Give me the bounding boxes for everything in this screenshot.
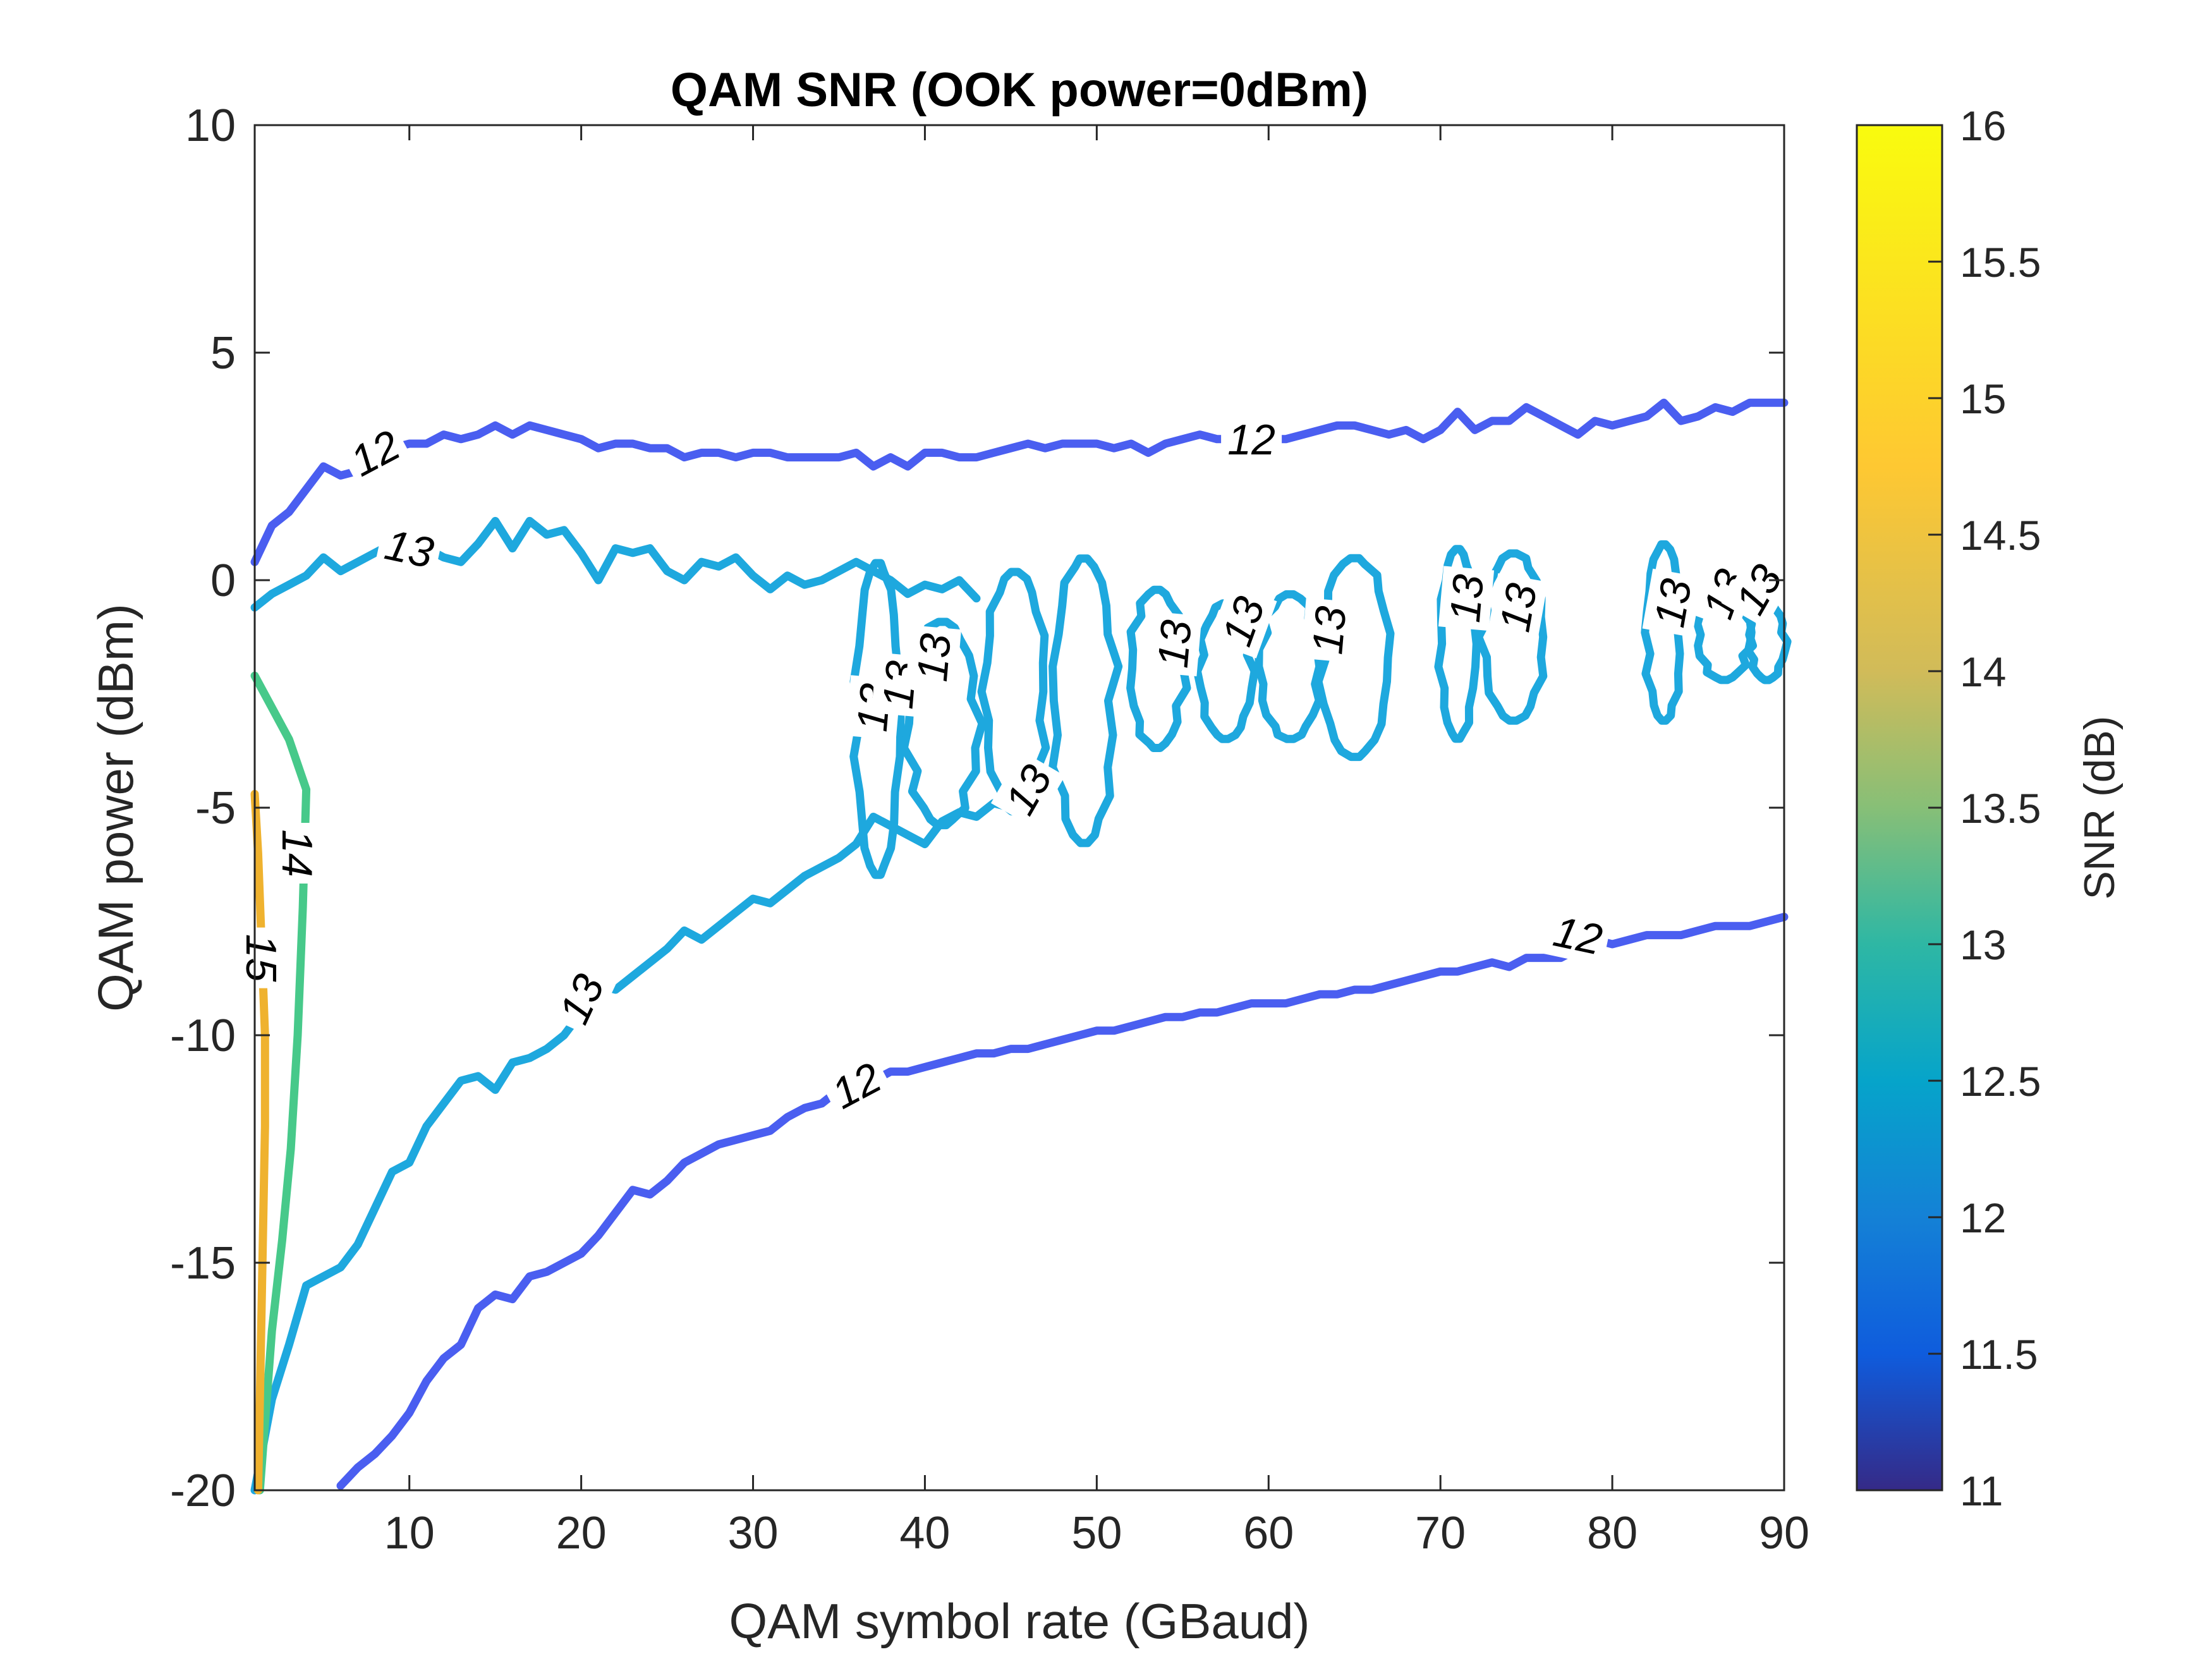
- chart-title: QAM SNR (OOK power=0dBm): [671, 63, 1368, 117]
- contour-label-gap: [1487, 573, 1548, 642]
- colorbar-ticks: 11 11.5 12 12.5 13 13.5 14 14.5 15 15.5 16: [1928, 102, 2041, 1514]
- contour-label-gap: [272, 823, 323, 884]
- contour-label-gap: [817, 1048, 895, 1122]
- colorbar-tick-label: 11: [1960, 1468, 2003, 1514]
- colorbar-tick-label: 12.5: [1960, 1058, 2041, 1105]
- contour-line-14-4: [250, 671, 311, 1495]
- plot-area: 1212121213131415131313131313131313131313…: [170, 100, 1809, 1559]
- contour-island-13-8: [1434, 545, 1481, 743]
- colorbar: 11 11.5 12 12.5 13 13.5 14 14.5 15 15.5 16 SNR (dB…: [1856, 102, 2124, 1514]
- contour-label-12: 13: [1146, 611, 1202, 677]
- contour-label-14: 13: [1301, 597, 1357, 663]
- contour-label-gap: [545, 960, 617, 1037]
- contour-label-gap: [1146, 611, 1202, 677]
- contour-label-gap: [336, 416, 414, 490]
- y-axis-ticks: -20 -15 -10 -5 0 5 10: [170, 100, 1784, 1516]
- contour-label-text: 13: [1149, 618, 1201, 670]
- contour-label-text: 12: [1550, 908, 1607, 964]
- contour-line-15-5: [250, 789, 269, 1495]
- contour-island-13-4: [1126, 585, 1191, 752]
- contour-labels: 1212121213131415131313131313131313131313: [236, 413, 1796, 1122]
- contour-label-gap: [1301, 597, 1357, 663]
- colorbar-tick-label: 15: [1960, 375, 2006, 422]
- contour-label-gap: [990, 750, 1066, 829]
- y-tick-label: -15: [170, 1238, 236, 1289]
- colorbar-tick-label: 13: [1960, 921, 2006, 968]
- contour-label-gap: [374, 517, 444, 580]
- y-tick-label: 10: [185, 100, 236, 151]
- contour-label-2: 12: [1543, 904, 1613, 966]
- x-tick-label: 30: [727, 1508, 778, 1559]
- contour-label-gap: [236, 927, 287, 988]
- y-tick-label: -5: [195, 783, 236, 834]
- y-tick-label: -10: [170, 1011, 236, 1061]
- contour-label-gap: [1642, 568, 1703, 638]
- x-tick-label: 20: [556, 1508, 607, 1559]
- x-axis-label: QAM symbol rate (GBaud): [729, 1593, 1310, 1649]
- colorbar-label: SNR (dB): [2075, 716, 2124, 900]
- contour-island-13-3: [1048, 554, 1123, 848]
- x-tick-label: 80: [1587, 1508, 1638, 1559]
- contour-label-text: 15: [237, 934, 285, 982]
- contour-line-12-0: [250, 398, 1789, 566]
- y-tick-label: 0: [210, 556, 236, 606]
- y-tick-label: 5: [210, 328, 236, 379]
- contour-label-7: 15: [236, 927, 287, 988]
- contour-label-text: 13: [1490, 580, 1546, 635]
- contour-label-text: 14: [273, 829, 321, 877]
- contour-label-17: 13: [1642, 568, 1703, 638]
- x-tick-label: 40: [899, 1508, 950, 1559]
- contour-label-1: 12: [1221, 413, 1282, 465]
- y-tick-label: -20: [170, 1466, 236, 1516]
- x-axis-ticks: 10 20 30 40 50 60 70 80 90: [384, 125, 1809, 1559]
- colorbar-tick-label: 15.5: [1960, 239, 2041, 286]
- x-tick-label: 90: [1759, 1508, 1809, 1559]
- contour-label-10: 13: [905, 625, 962, 690]
- contour-label-gap: [1438, 566, 1495, 631]
- contour-label-text: 13: [908, 631, 960, 683]
- contour-label-gap: [905, 625, 962, 690]
- contour-line-13-2: [250, 516, 981, 612]
- colorbar-tick-label: 11.5: [1960, 1331, 2038, 1378]
- contour-label-6: 14: [272, 823, 323, 884]
- contour-island-13-9: [1474, 549, 1548, 725]
- contour-label-gap: [1543, 904, 1613, 966]
- contour-label-15: 13: [1438, 566, 1495, 631]
- colorbar-gradient: [1856, 124, 1943, 1492]
- colorbar-tick-label: 12: [1960, 1194, 2006, 1241]
- contour-line-12-1: [336, 913, 1789, 1490]
- contour-label-gap: [1221, 413, 1282, 465]
- contour-label-text: 13: [1441, 573, 1493, 624]
- contour-label-gap: [1208, 584, 1277, 659]
- colorbar-tick-label: 13.5: [1960, 785, 2041, 832]
- colorbar-tick-label: 14: [1960, 648, 2006, 695]
- x-tick-label: 60: [1243, 1508, 1294, 1559]
- x-tick-label: 50: [1071, 1508, 1122, 1559]
- contour-line-13-3: [250, 794, 1033, 1495]
- contour-label-text: 12: [1227, 416, 1275, 464]
- contour-label-text: 13: [1303, 604, 1355, 656]
- contour-label-16: 13: [1487, 573, 1548, 642]
- contour-island-13-10: [1641, 540, 1687, 725]
- contour-label-text: 13: [1645, 575, 1701, 631]
- contour-label-4: 13: [374, 517, 444, 580]
- contour-label-text: 13: [381, 521, 438, 578]
- colorbar-tick-label: 14.5: [1960, 512, 2041, 559]
- x-tick-label: 10: [384, 1508, 435, 1559]
- y-axis-label: QAM power (dBm): [88, 604, 143, 1012]
- colorbar-tick-label: 16: [1960, 102, 2006, 149]
- contour-label-gap: [1721, 550, 1796, 628]
- x-tick-label: 70: [1415, 1508, 1466, 1559]
